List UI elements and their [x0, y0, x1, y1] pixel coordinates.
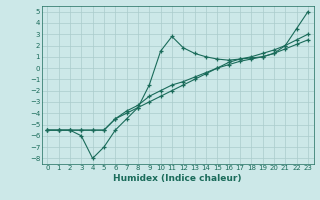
X-axis label: Humidex (Indice chaleur): Humidex (Indice chaleur): [113, 174, 242, 183]
